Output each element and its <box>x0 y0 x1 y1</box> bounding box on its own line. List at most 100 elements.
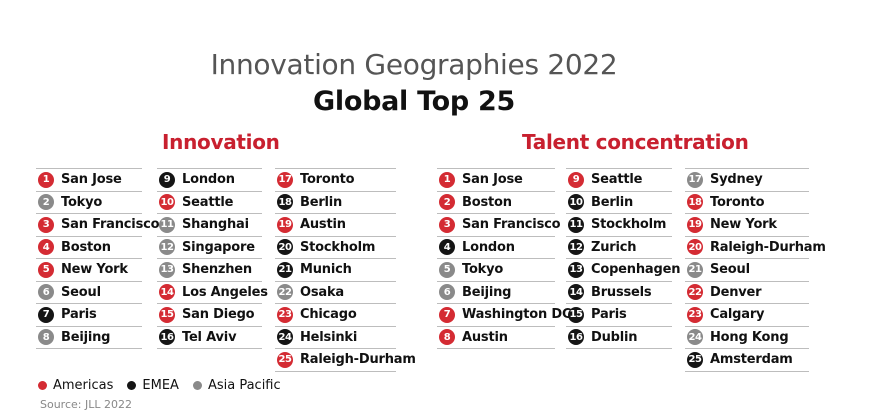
list-item: 1 San Jose <box>36 168 142 191</box>
list-item: 10 Seattle <box>157 190 262 214</box>
innovation-column-2: 9 London 10 Seattle 11 Shanghai 12 Singapore 13 S… <box>157 168 268 349</box>
legend-dot-icon <box>38 381 47 390</box>
rank-badge: 8 <box>38 329 54 346</box>
city-name: Los Angeles <box>182 284 268 300</box>
city-name: Stockholm <box>591 217 667 233</box>
city-name: Austin <box>462 329 508 345</box>
rank-badge: 23 <box>687 306 703 323</box>
list-item: 8 Austin <box>437 325 555 349</box>
list-item: 14 Los Angeles <box>157 280 268 304</box>
city-name: Chicago <box>300 307 357 323</box>
rank-badge: 17 <box>277 171 293 188</box>
city-name: Tel Aviv <box>182 329 237 345</box>
rank-badge: 16 <box>568 329 584 346</box>
rank-badge: 25 <box>277 351 293 368</box>
list-item: 4 London <box>437 235 555 259</box>
city-name: Berlin <box>591 194 634 210</box>
page-title: Global Top 25 <box>313 86 515 117</box>
rank-badge: 11 <box>159 216 175 233</box>
city-name: Copenhagen <box>591 262 681 278</box>
city-name: San Jose <box>462 172 523 188</box>
city-name: Munich <box>300 262 352 278</box>
list-item: 21 Seoul <box>685 258 809 281</box>
city-name: Shenzhen <box>182 262 252 278</box>
city-name: Helsinki <box>300 329 358 345</box>
rank-badge: 2 <box>38 194 54 211</box>
list-item: 16 Tel Aviv <box>157 325 262 349</box>
list-item: 19 New York <box>685 213 809 236</box>
legend: Americas EMEA Asia Pacific <box>38 378 295 393</box>
list-item: 20 Raleigh-Durham <box>685 235 826 259</box>
city-name: Boston <box>61 239 111 255</box>
city-name: Seoul <box>710 262 750 278</box>
rank-badge: 15 <box>568 306 584 323</box>
list-item: 15 San Diego <box>157 303 262 326</box>
legend-dot-icon <box>192 381 202 390</box>
city-name: Zurich <box>591 239 637 255</box>
rank-badge: 16 <box>159 329 175 346</box>
list-item: 23 Chicago <box>275 303 396 326</box>
list-item: 25 Raleigh-Durham <box>275 348 416 372</box>
city-name: Berlin <box>300 194 343 210</box>
talent-column-3: 17 Sydney 18 Toronto 19 New York 20 Raleigh-Dur… <box>685 168 826 372</box>
city-name: Seattle <box>182 194 234 210</box>
list-item: 19 Austin <box>275 213 396 236</box>
list-item: 11 Stockholm <box>566 213 672 236</box>
list-item: 22 Denver <box>685 280 809 304</box>
list-item: 17 Sydney <box>685 168 809 191</box>
rank-badge: 10 <box>159 194 175 211</box>
city-name: Raleigh-Durham <box>710 239 826 255</box>
list-item: 2 Boston <box>437 190 555 214</box>
legend-label: Americas <box>53 378 114 393</box>
legend-item: Americas <box>38 378 113 393</box>
list-item: 4 Boston <box>36 235 142 259</box>
rank-badge: 14 <box>568 284 584 301</box>
rank-badge: 19 <box>687 216 703 233</box>
city-name: Brussels <box>591 284 652 300</box>
city-name: Dublin <box>591 329 638 345</box>
rank-badge: 14 <box>159 284 175 301</box>
city-name: Denver <box>710 284 762 300</box>
rank-badge: 18 <box>277 194 293 211</box>
list-item: 8 Beijing <box>36 325 142 349</box>
rank-badge: 13 <box>568 261 584 278</box>
page-subtitle: Innovation Geographies 2022 <box>210 48 618 81</box>
list-item: 7 Washington DC <box>437 303 572 326</box>
list-item: 10 Berlin <box>566 190 672 214</box>
rank-badge: 5 <box>38 261 54 278</box>
list-item: 1 San Jose <box>437 168 555 191</box>
list-item: 24 Hong Kong <box>685 325 809 349</box>
talent-column-2: 9 Seattle 10 Berlin 11 Stockholm 12 Zurich 13 Cop… <box>566 168 680 349</box>
rank-badge: 8 <box>439 329 455 346</box>
list-item: 5 New York <box>36 258 142 281</box>
rank-badge: 5 <box>439 261 455 278</box>
source-note: Source: JLL 2022 <box>40 398 132 411</box>
city-name: Calgary <box>710 307 765 323</box>
innovation-column-3: 17 Toronto 18 Berlin 19 Austin 20 Stockholm 21 Mu… <box>275 168 416 372</box>
rank-badge: 18 <box>687 194 703 211</box>
rank-badge: 12 <box>568 239 584 256</box>
legend-item: Asia Pacific <box>192 378 281 393</box>
rank-badge: 7 <box>38 306 54 323</box>
list-item: 13 Shenzhen <box>157 258 262 281</box>
rank-badge: 9 <box>568 171 584 188</box>
rank-badge: 1 <box>439 171 455 188</box>
city-name: San Francisco <box>61 217 160 233</box>
innovation-column-1: 1 San Jose 2 Tokyo 3 San Francisco 4 Boston 5 New… <box>36 168 160 349</box>
list-item: 2 Tokyo <box>36 190 142 214</box>
rank-badge: 13 <box>159 261 175 278</box>
city-name: San Diego <box>182 307 255 323</box>
list-item: 20 Stockholm <box>275 235 396 259</box>
list-item: 22 Osaka <box>275 280 396 304</box>
city-name: Tokyo <box>61 194 103 210</box>
rank-badge: 15 <box>159 306 175 323</box>
list-item: 12 Singapore <box>157 235 262 259</box>
city-name: Hong Kong <box>710 329 789 345</box>
city-name: Paris <box>591 307 627 323</box>
legend-label: Asia Pacific <box>207 378 281 393</box>
rank-badge: 22 <box>277 284 293 301</box>
city-name: Toronto <box>300 172 355 188</box>
rank-badge: 21 <box>687 261 703 278</box>
list-item: 12 Zurich <box>566 235 672 259</box>
rank-badge: 24 <box>687 329 703 346</box>
